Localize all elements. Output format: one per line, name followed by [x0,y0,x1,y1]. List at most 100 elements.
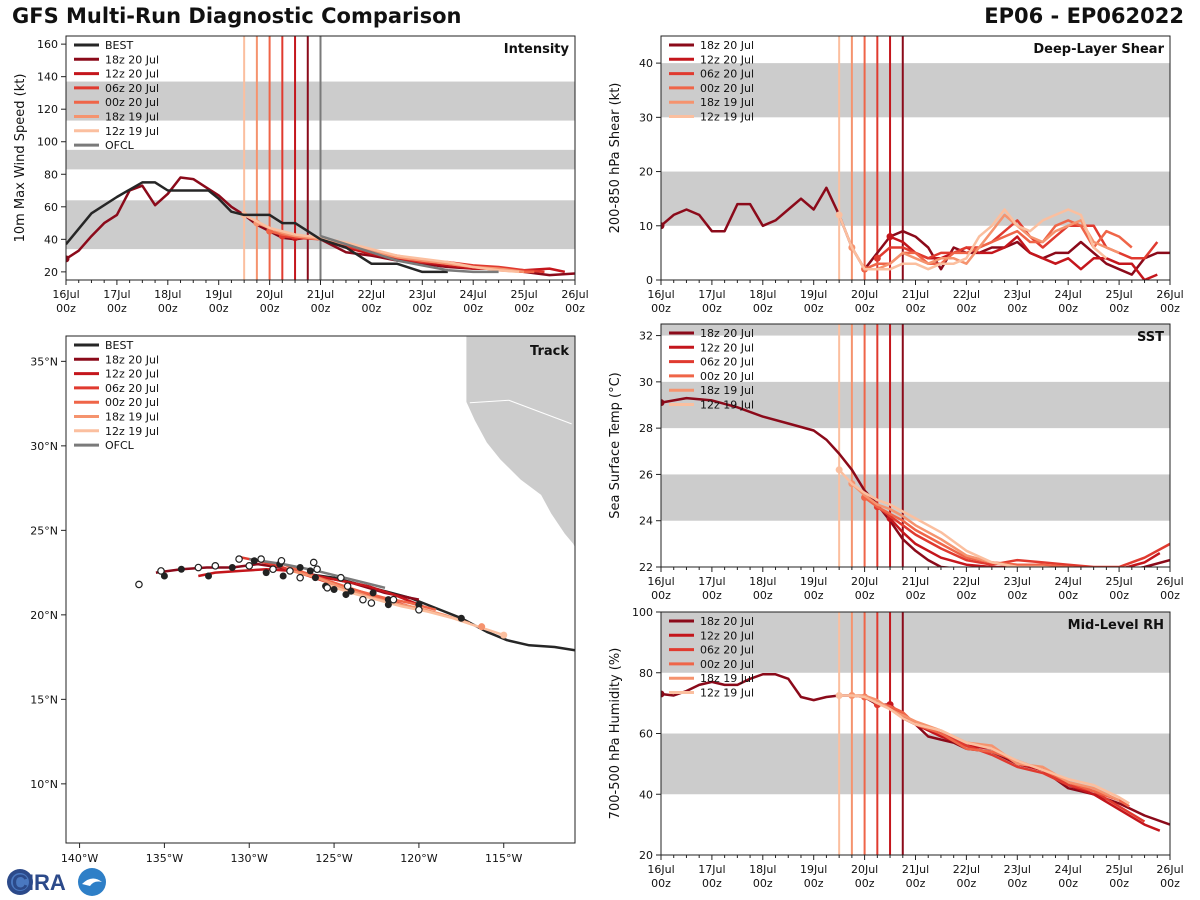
y-tick-label: 28 [639,422,653,435]
legend-label: 00z 20 Jul [105,96,159,109]
intensity-plot-area [66,36,575,280]
legend-label: 00z 20 Jul [700,82,754,95]
init-marker [835,466,843,474]
legend-label: 12z 20 Jul [105,68,159,81]
legend-label: OFCL [105,139,135,152]
x-tick-label: 22Jul [953,575,980,588]
x-tick-label: 00z [906,589,926,602]
legend-label: 12z 20 Jul [700,629,754,642]
x-tick-label: 18Jul [749,863,776,876]
x-tick-label: 00z [463,302,483,315]
x-tick-label: 135°W [146,852,183,865]
track-marker-open [389,595,398,604]
y-tick-label: 60 [639,728,653,741]
x-tick-label: 23Jul [1004,288,1031,301]
y-tick-label: 25°N [30,524,58,537]
init-marker [661,222,665,230]
shaded-band [661,612,1170,673]
track-marker-open [277,556,286,565]
legend-label: 18z 20 Jul [105,53,159,66]
intensity-panel: 16Jul00z17Jul00z18Jul00z19Jul00z20Jul00z… [13,35,589,315]
y-tick-label: 160 [37,38,58,51]
track-map-area [135,336,575,652]
x-tick-label: 26Jul [1156,575,1183,588]
x-tick-label: 16Jul [647,288,674,301]
x-tick-label: 22Jul [358,288,385,301]
panel-title: Intensity [504,42,570,57]
shaded-band [661,63,1170,118]
x-tick-label: 00z [1007,589,1027,602]
shear-panel: 16Jul00z17Jul00z18Jul00z19Jul00z20Jul00z… [608,35,1184,315]
x-tick-label: 24Jul [1055,288,1082,301]
track-marker-open [296,573,304,582]
x-tick-label: 00z [804,877,824,890]
storm-id: EP06 - EP062022 [984,4,1184,28]
legend-label: BEST [105,339,133,352]
x-tick-label: 25Jul [510,288,537,301]
logo-text: CIRA [12,870,66,895]
figure-title: GFS Multi-Run Diagnostic Comparison [12,4,462,28]
y-tick-label: 30 [639,376,653,389]
x-tick-label: 00z [753,302,773,315]
legend-label: 18z 19 Jul [700,672,754,685]
x-tick-label: 00z [1058,302,1078,315]
track-marker-open [343,582,352,590]
init-marker [661,690,665,698]
x-tick-label: 21Jul [902,288,929,301]
init-marker [835,692,843,700]
track-marker-filled [384,601,392,609]
track-marker-open [257,555,265,563]
x-tick-label: 20Jul [256,288,283,301]
x-tick-label: 00z [1160,589,1180,602]
series-line [661,186,1170,276]
x-tick-label: 00z [804,589,824,602]
y-tick-label: 100 [37,136,58,149]
x-tick-label: 00z [855,302,875,315]
y-tick-label: 140 [37,71,58,84]
x-tick-label: 140°W [61,852,98,865]
border-line [469,399,509,404]
series-line [320,234,499,274]
x-tick-label: 20Jul [851,575,878,588]
x-tick-label: 24Jul [460,288,487,301]
x-tick-label: 19Jul [205,288,232,301]
x-tick-label: 00z [957,877,977,890]
legend-label: 06z 20 Jul [700,356,754,369]
x-tick-label: 00z [855,589,875,602]
legend-label: 18z 19 Jul [700,384,754,397]
legend-label: 12z 20 Jul [105,368,159,381]
track-marker-open [135,580,143,589]
init-marker [886,233,894,241]
x-tick-label: 00z [158,302,178,315]
track-marker-open [211,562,220,570]
series-line [838,468,1057,567]
legend-label: 06z 20 Jul [105,82,159,95]
x-tick-label: 00z [702,302,722,315]
y-tick-label: 20 [639,166,653,179]
legend-label: 12z 20 Jul [700,341,754,354]
track-marker-open [313,565,321,574]
legend-label: 18z 20 Jul [105,353,159,366]
y-tick-label: 30 [639,111,653,124]
legend-label: BEST [105,39,133,52]
rh-plot-area [661,612,1170,855]
x-tick-label: 00z [702,877,722,890]
track-marker-open [359,595,367,604]
y-tick-label: 40 [639,57,653,70]
x-tick-label: 24Jul [1055,863,1082,876]
y-tick-label: 120 [37,103,58,116]
x-tick-label: 19Jul [800,863,827,876]
x-tick-label: 00z [1109,877,1129,890]
sst-plot-area [661,324,1170,567]
y-tick-label: 20 [639,849,653,862]
track-marker-open [235,555,243,563]
x-tick-label: 00z [311,302,331,315]
border-line [508,399,572,425]
x-tick-label: 16Jul [647,863,674,876]
x-tick-label: 00z [1058,589,1078,602]
x-tick-label: 23Jul [1004,863,1031,876]
shaded-band [661,474,1170,521]
x-tick-label: 00z [957,589,977,602]
y-tick-label: 40 [44,233,58,246]
shear-plot-area [661,36,1170,280]
